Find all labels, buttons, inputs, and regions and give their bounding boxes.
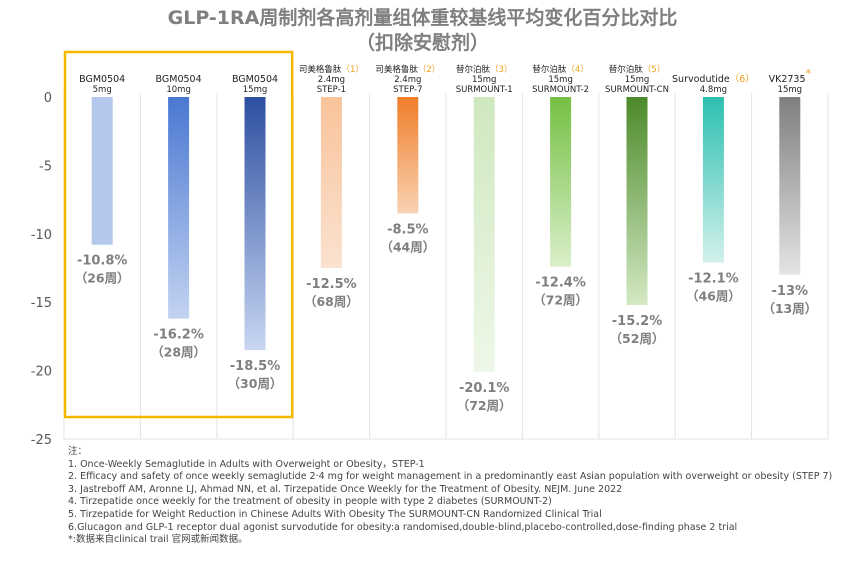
reference-marker: （5） (643, 64, 665, 75)
bar-chart: BGM05045mg-10.8%（26周）BGM050410mg-16.2%（2… (31, 50, 829, 446)
bar (244, 97, 266, 351)
footnote-line: 6.Glucagon and GLP-1 receptor dual agoni… (68, 521, 738, 533)
bar (320, 97, 342, 268)
footnote-line: 1. Once-Weekly Semaglutide in Adults wit… (68, 458, 425, 470)
bar-drug-label: 替尔泊肽（5） (609, 64, 665, 75)
labels: BGM05045mg-10.8%（26周）BGM050410mg-16.2%（2… (75, 64, 818, 413)
reference-marker: （3） (490, 64, 512, 75)
bar (473, 97, 495, 372)
bar-dose-label: 4.8mg (700, 85, 727, 95)
bar-weeks-label: （30周） (228, 376, 283, 391)
bar-dose-label: 15mg (243, 85, 268, 95)
bar-dose-label: 15mg (625, 75, 650, 85)
bar-value-label: -16.2% (153, 328, 204, 343)
bar-dose-label: 15mg (548, 75, 573, 85)
bar-trial-label: STEP-1 (317, 85, 346, 95)
bar-trial-label: SURMOUNT-CN (605, 85, 669, 95)
bar-value-label: -8.5% (387, 222, 428, 237)
bars (91, 97, 801, 372)
reference-marker: * (806, 67, 812, 80)
bar-drug-label: 替尔泊肽（4） (532, 64, 588, 75)
bar-value-label: -15.2% (612, 314, 663, 329)
bar-trial-label: SURMOUNT-1 (456, 85, 513, 95)
bar (397, 97, 419, 214)
bar-weeks-label: （68周） (304, 294, 359, 309)
y-tick-label: -15 (31, 296, 52, 311)
footnotes: 注： 1. Once-Weekly Semaglutide in Adults … (68, 446, 838, 547)
footnote-line: 5. Tirzepatide for Weight Reduction in C… (68, 508, 602, 520)
bar-dose-label: 15mg (778, 85, 803, 95)
y-tick-label: -25 (31, 433, 52, 446)
bar-trial-label: STEP-7 (393, 85, 422, 95)
drug-name: 替尔泊肽 (532, 64, 567, 75)
drug-name: Survodutide (672, 74, 730, 85)
drug-name: BGM0504 (79, 74, 125, 85)
bar-drug-label: VK2735* (769, 67, 812, 85)
drug-name: BGM0504 (156, 74, 202, 85)
y-axis: 0 -5 -10 -15 -20 -25 (31, 91, 52, 446)
bar-dose-label: 2.4mg (318, 75, 345, 85)
bar-weeks-label: （72周） (533, 293, 588, 308)
drug-name: 替尔泊肽 (609, 64, 644, 75)
bar-drug-label: 替尔泊肽（3） (456, 64, 512, 75)
bar-weeks-label: （28周） (151, 345, 206, 360)
bar-value-label: -10.8% (77, 254, 128, 269)
bar-weeks-label: （44周） (380, 239, 435, 254)
bar-value-label: -12.1% (688, 272, 739, 287)
bar (626, 97, 648, 305)
bar-dose-label: 10mg (166, 85, 191, 95)
footnote-line: *:数据来自clinical trail 官网或新闻数据。 (68, 534, 248, 546)
reference-marker: （1） (341, 64, 363, 75)
bar-drug-label: Survodutide（6） (672, 73, 755, 85)
chart-title-line1: GLP-1RA周制剂各高剂量组体重较基线平均变化百分比对比 (167, 7, 678, 29)
reference-marker: （2） (418, 64, 440, 75)
bar-drug-label: BGM0504 (232, 74, 278, 85)
bar-value-label: -18.5% (230, 359, 281, 374)
bar-weeks-label: （52周） (610, 331, 665, 346)
footnote-line: 2. Efficacy and safety of once weekly se… (68, 471, 833, 483)
bar-drug-label: BGM0504 (79, 74, 125, 85)
bar-drug-label: 司美格鲁肽（2） (375, 64, 440, 75)
bar-weeks-label: （13周） (762, 301, 817, 316)
bar-value-label: -12.4% (535, 276, 586, 291)
bar-weeks-label: （46周） (686, 289, 741, 304)
bar-weeks-label: （72周） (457, 398, 512, 413)
footnotes-header: 注： (68, 446, 88, 457)
bar-trial-label: SURMOUNT-2 (532, 85, 589, 95)
y-tick-label: -5 (39, 159, 52, 174)
bar (168, 97, 190, 319)
bar-dose-label: 2.4mg (394, 75, 421, 85)
drug-name: 司美格鲁肽 (299, 64, 342, 75)
bar (91, 97, 113, 245)
y-tick-label: 0 (44, 91, 52, 106)
bar (702, 97, 724, 263)
bar-weeks-label: （26周） (75, 271, 130, 286)
chart-title-line2: （扣除安慰剂） (355, 32, 489, 54)
bar-drug-label: BGM0504 (156, 74, 202, 85)
drug-name: 替尔泊肽 (456, 64, 491, 75)
y-tick-label: -10 (31, 228, 52, 243)
y-tick-label: -20 (31, 365, 52, 380)
reference-marker: （6） (730, 73, 755, 85)
bar-value-label: -13% (772, 284, 809, 299)
footnote-line: 4. Tirzepatide once weekly for the treat… (68, 496, 552, 508)
reference-marker: （4） (566, 64, 588, 75)
chart-title: GLP-1RA周制剂各高剂量组体重较基线平均变化百分比对比 （扣除安慰剂） (0, 6, 845, 56)
bar (550, 97, 572, 267)
highlight-box-bgm0504 (63, 50, 294, 419)
drug-name: BGM0504 (232, 74, 278, 85)
bar-drug-label: 司美格鲁肽（1） (299, 64, 364, 75)
bar-value-label: -20.1% (459, 381, 510, 396)
bar-dose-label: 15mg (472, 75, 497, 85)
footnote-line: 3. Jastreboff AM, Aronne LJ, Ahmad NN, e… (68, 483, 623, 495)
bar-dose-label: 5mg (93, 85, 112, 95)
drug-name: 司美格鲁肽 (375, 64, 418, 75)
drug-name: VK2735 (769, 74, 806, 85)
grid-lines (63, 93, 829, 440)
bar (779, 97, 801, 275)
bar-value-label: -12.5% (306, 277, 357, 292)
